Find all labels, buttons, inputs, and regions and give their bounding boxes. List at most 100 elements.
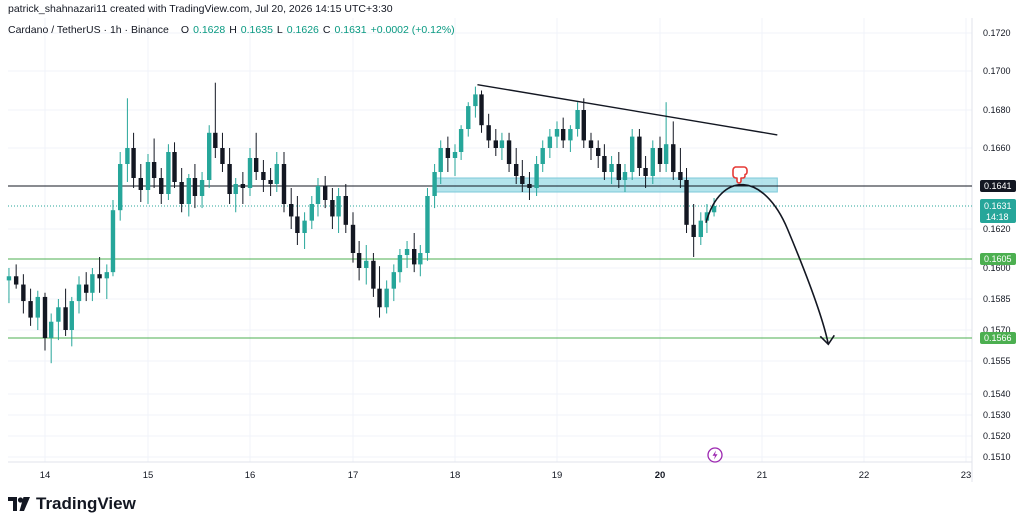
candle-body [629,136,635,172]
candle-body [233,184,238,194]
candle-body [315,186,321,204]
candle-body [110,210,116,273]
projection-arrow[interactable] [705,183,835,346]
candle-body [309,204,314,221]
candle-body [48,321,54,338]
candle-body [117,164,123,211]
candle-body [384,288,389,308]
symbol-name[interactable]: Cardano / TetherUS · 1h · Binance [8,24,169,36]
candle-body [104,272,109,279]
candle-body [90,274,95,293]
y-tick-label: 0.1680 [983,105,1011,115]
level-price-tag[interactable] [980,180,1016,192]
candle-body [643,168,648,176]
candle-body [438,148,443,172]
x-tick-label: 16 [245,470,256,481]
y-tick-label: 0.1720 [983,28,1011,38]
candle-body [596,148,601,156]
high-value: 0.1635 [240,24,273,36]
candle-body [220,148,225,164]
candle-body [377,288,382,308]
candle-body [671,144,676,172]
candle-body [425,196,430,253]
candle-body [581,110,586,141]
candle-body [445,148,451,158]
candle-body [356,253,362,268]
candle-body [247,158,253,188]
candle-body [6,276,12,281]
candle-body [547,136,553,148]
candle-body [704,212,710,221]
candle-body [637,136,642,168]
candle-body [97,274,102,279]
ohlc-legend: Cardano / TetherUS · 1h · Binance O 0.162… [8,24,455,36]
projection-curve[interactable] [705,183,830,345]
grid-lines [8,18,972,462]
candle-body [397,255,403,273]
x-tick-label: 21 [757,470,768,481]
y-tick-label: 0.1540 [983,389,1011,399]
candle-body [479,94,484,126]
level-price-tag[interactable] [980,332,1016,344]
level-price-tag[interactable] [980,253,1016,265]
tradingview-wordmark: TradingView [36,494,136,513]
candle-body [473,94,478,107]
candle-body [568,129,573,141]
current-price-tag[interactable] [980,199,1016,223]
lightning-icon[interactable] [707,447,723,463]
candle-body [588,140,594,148]
candle-body [63,307,68,330]
candle-body [609,164,614,172]
candle-body [527,184,532,188]
countdown-label: 14:18 [986,212,1009,222]
open-value: 0.1628 [193,24,226,36]
candle-body [192,178,198,196]
horizontal-levels[interactable] [8,185,972,339]
y-tick-label: 0.1570 [983,325,1011,335]
candle-body [534,164,539,188]
candle-body [172,152,177,182]
candle-body [486,125,491,141]
y-tick-label: 0.1700 [983,66,1011,76]
candle-body [657,148,663,164]
descending-trendline[interactable] [477,83,778,136]
y-tick-label: 0.1520 [983,431,1011,441]
y-tick-label: 0.1530 [983,410,1011,420]
candle-body [575,110,580,129]
x-tick-label: 15 [143,470,154,481]
candle-body [506,140,512,164]
candle-body [21,284,26,302]
x-tick-label: 20 [655,470,666,481]
y-tick-label: 0.1620 [983,224,1011,234]
candle-body [452,152,458,158]
candle-body [514,164,519,176]
candle-body [186,178,191,204]
x-tick-label: 14 [40,470,51,481]
candle-body [493,140,498,148]
candle-body [711,206,717,213]
hand-down-icon[interactable] [732,166,748,184]
price-axis[interactable]: 0.1720 0.1700 0.1680 0.1660 0.1620 0.1600 0.15… [980,28,1016,462]
candle-body [364,260,369,268]
current-price-label: 0.1631 [984,201,1012,211]
candle-body [13,276,19,285]
close-value: 0.1631 [334,24,367,36]
candle-body [560,129,566,141]
candle-body [56,307,61,322]
candle-body [28,301,33,318]
candle-body [131,148,136,178]
y-tick-label: 0.1510 [983,452,1011,462]
candle-body [343,196,348,225]
time-axis[interactable]: 14 15 16 17 18 19 20 21 22 23 [40,470,972,481]
x-tick-label: 18 [450,470,461,481]
trendline-layer[interactable] [477,83,778,136]
candle-body [418,253,423,265]
y-tick-label: 0.1585 [983,294,1011,304]
x-tick-label: 19 [552,470,563,481]
low-value: 0.1626 [286,24,319,36]
candle-body [540,148,545,164]
high-label: H [229,24,237,36]
close-label: C [322,24,331,36]
tradingview-branding[interactable]: TradingView [8,494,136,514]
